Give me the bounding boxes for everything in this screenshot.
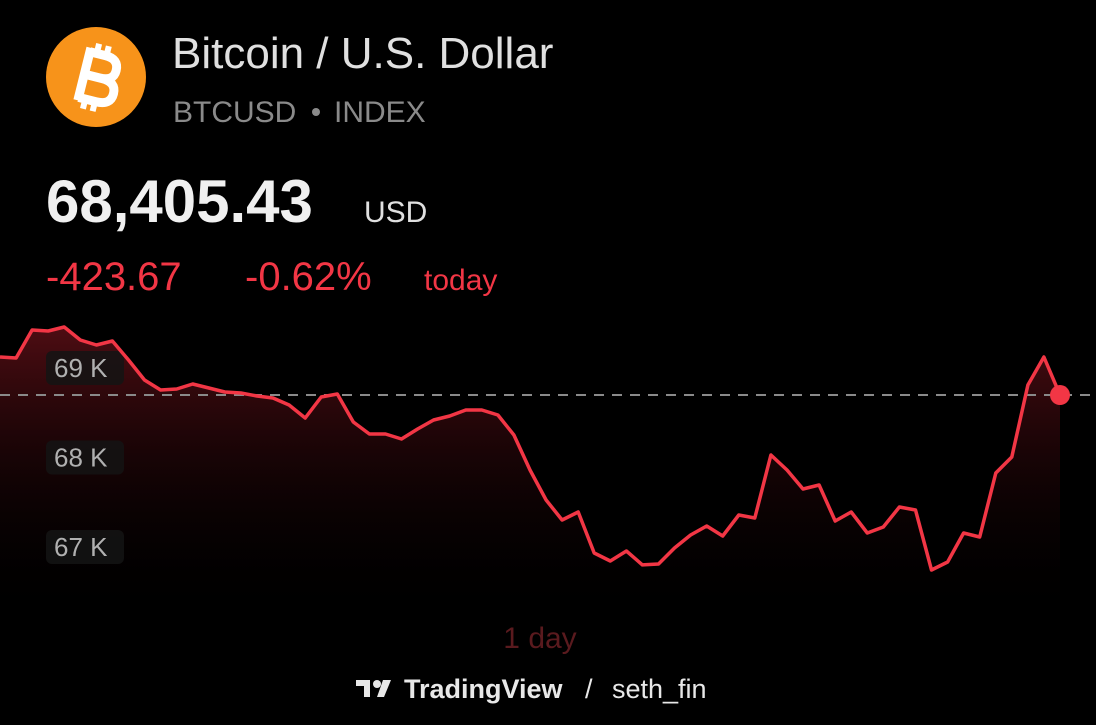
change-percent: -0.62% — [245, 255, 372, 299]
price: 68,405.43 — [46, 168, 313, 235]
separator-dot — [312, 108, 320, 116]
price-line — [0, 325, 1062, 572]
y-tick-label: 69 K — [54, 353, 108, 383]
author: seth_fin — [612, 674, 707, 704]
y-tick-label: 67 K — [54, 532, 108, 562]
title: Bitcoin / U.S. Dollar — [172, 29, 553, 78]
y-tick-label: 68 K — [54, 443, 108, 473]
currency: USD — [364, 196, 427, 229]
y-tick-box — [46, 530, 124, 565]
y-tick-box — [46, 351, 124, 386]
plot: 67 K 68 K 69 K — [0, 325, 1096, 620]
y-tick-box — [46, 440, 124, 475]
period: today — [424, 264, 497, 297]
change: -423.67 — [46, 255, 182, 299]
bitcoin-logo — [46, 27, 146, 127]
tradingview-logo — [356, 680, 391, 697]
last-point — [1050, 385, 1070, 406]
brand: TradingView — [404, 674, 564, 704]
separator: / — [585, 674, 593, 704]
range-label: 1 day — [503, 622, 576, 655]
exchange: INDEX — [334, 96, 426, 129]
symbol: BTCUSD — [173, 96, 296, 129]
